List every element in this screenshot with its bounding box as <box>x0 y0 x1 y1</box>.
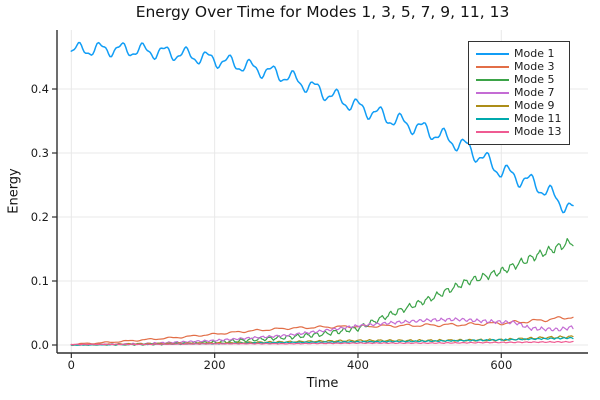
legend-item-label: Mode 5 <box>514 73 555 86</box>
y-tick-label: 0.0 <box>31 338 49 352</box>
legend-item: Mode 9 <box>469 99 569 112</box>
series-line-mode-1 <box>70 41 574 214</box>
legend-item: Mode 11 <box>469 112 569 125</box>
legend-line-swatch <box>476 65 509 68</box>
x-axis-label: Time <box>306 376 339 391</box>
series-line-mode-13 <box>70 340 574 346</box>
legend-item-label: Mode 7 <box>514 86 555 99</box>
legend-item: Mode 5 <box>469 73 569 86</box>
y-tick-label: 0.3 <box>31 146 49 160</box>
legend-line-swatch <box>476 104 509 107</box>
legend-line-swatch <box>476 130 509 133</box>
legend-item: Mode 3 <box>469 60 569 73</box>
legend-item: Mode 1 <box>469 47 569 60</box>
x-tick-label: 0 <box>68 358 75 372</box>
chart-title: Energy Over Time for Modes 1, 3, 5, 7, 9… <box>135 3 510 21</box>
series-line-mode-5 <box>70 238 574 346</box>
legend-box: Mode 1 Mode 3 Mode 5 Mode 7 Mode 9 Mode 11 Mod… <box>468 41 570 145</box>
legend-line-swatch <box>476 78 509 81</box>
series-line-mode-3 <box>70 316 574 346</box>
legend-line-swatch <box>476 91 509 94</box>
y-tick-label: 0.1 <box>31 274 49 288</box>
legend-item-label: Mode 1 <box>514 47 555 60</box>
x-tick-label: 400 <box>347 358 369 372</box>
series-line-mode-7 <box>70 317 574 347</box>
x-tick-label: 600 <box>490 358 512 372</box>
y-tick-label: 0.4 <box>31 82 49 96</box>
legend-line-swatch <box>476 117 509 120</box>
legend-item: Mode 7 <box>469 86 569 99</box>
y-tick-label: 0.2 <box>31 210 49 224</box>
legend-line-swatch <box>476 52 509 55</box>
legend-item-label: Mode 9 <box>514 99 555 112</box>
legend-item-label: Mode 13 <box>514 125 562 138</box>
x-tick-label: 200 <box>204 358 226 372</box>
legend-item-label: Mode 11 <box>514 112 562 125</box>
legend-item-label: Mode 3 <box>514 60 555 73</box>
legend-item: Mode 13 <box>469 125 569 138</box>
